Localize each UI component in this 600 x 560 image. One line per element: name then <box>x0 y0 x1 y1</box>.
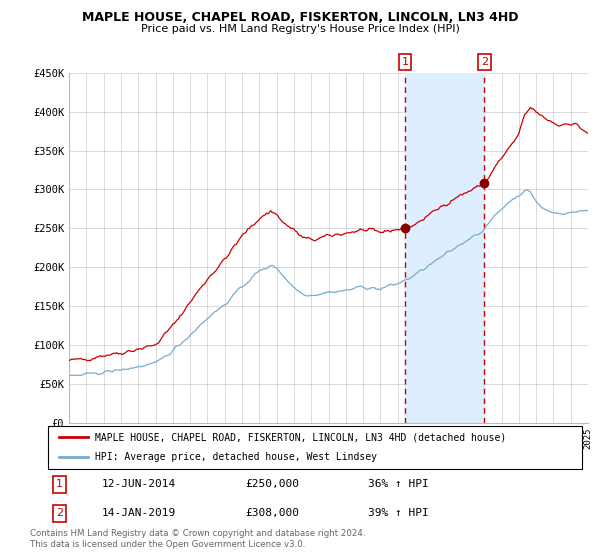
Text: £250,000: £250,000 <box>245 479 299 489</box>
Text: Contains HM Land Registry data © Crown copyright and database right 2024.: Contains HM Land Registry data © Crown c… <box>30 529 365 538</box>
Text: This data is licensed under the Open Government Licence v3.0.: This data is licensed under the Open Gov… <box>30 540 305 549</box>
FancyBboxPatch shape <box>48 426 582 469</box>
Text: 36% ↑ HPI: 36% ↑ HPI <box>368 479 429 489</box>
Text: 2: 2 <box>481 57 488 67</box>
Text: 14-JAN-2019: 14-JAN-2019 <box>101 508 176 519</box>
Text: MAPLE HOUSE, CHAPEL ROAD, FISKERTON, LINCOLN, LN3 4HD (detached house): MAPLE HOUSE, CHAPEL ROAD, FISKERTON, LIN… <box>95 432 506 442</box>
Text: 39% ↑ HPI: 39% ↑ HPI <box>368 508 429 519</box>
Text: 1: 1 <box>56 479 63 489</box>
Text: £308,000: £308,000 <box>245 508 299 519</box>
Text: Price paid vs. HM Land Registry's House Price Index (HPI): Price paid vs. HM Land Registry's House … <box>140 24 460 34</box>
Text: 2: 2 <box>56 508 64 519</box>
Text: 12-JUN-2014: 12-JUN-2014 <box>101 479 176 489</box>
Text: MAPLE HOUSE, CHAPEL ROAD, FISKERTON, LINCOLN, LN3 4HD: MAPLE HOUSE, CHAPEL ROAD, FISKERTON, LIN… <box>82 11 518 24</box>
Bar <box>405 73 484 423</box>
Text: HPI: Average price, detached house, West Lindsey: HPI: Average price, detached house, West… <box>95 452 377 463</box>
Text: 1: 1 <box>401 57 409 67</box>
